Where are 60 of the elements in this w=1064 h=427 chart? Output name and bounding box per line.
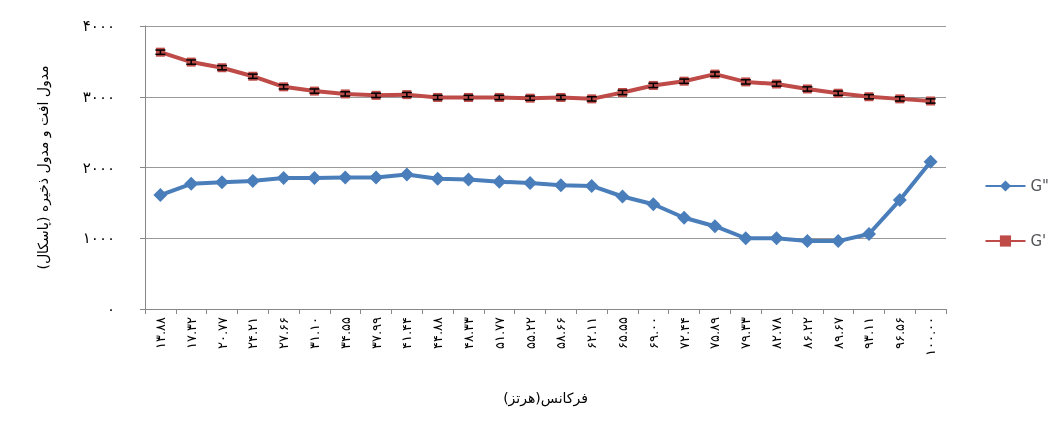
x-tick-label: ۶۲.۱۱ (584, 317, 600, 350)
x-tick-label: ۶۹.۰۰ (645, 317, 661, 350)
y-tick-label: ۲۰۰۰ (82, 158, 115, 177)
point (861, 227, 876, 242)
point (738, 231, 753, 246)
point (923, 154, 938, 169)
x-tick-label: ۷۵.۸۹ (707, 316, 723, 350)
point (492, 174, 507, 189)
x-tick-label: ۱۰۰.۰۰ (923, 317, 939, 357)
x-tick-label: ۸۹.۶۷ (830, 316, 846, 350)
x-tick-label: ۹۳.۱۱ (861, 317, 877, 350)
x-tick-label: ۵۸.۶۶ (553, 317, 569, 350)
point (399, 167, 414, 182)
point (677, 210, 692, 225)
x-tick-label: ۵۱.۷۷ (491, 316, 507, 350)
point (553, 178, 568, 193)
point (276, 171, 291, 186)
y-axis-title: مدول افت و مدول ذخیره (پاسکال) (35, 65, 52, 270)
x-tick-label: ۷۹.۳۳ (738, 316, 754, 350)
x-tick-label: ۲۰.۷۷ (214, 316, 230, 350)
x-tick-label: ۳۴.۵۵ (337, 316, 353, 350)
x-axis-title: فرکانس(هرتز) (503, 390, 588, 407)
point (369, 170, 384, 185)
x-tick-label: ۳۷.۹۹ (368, 316, 384, 350)
x-tick-label: ۵۵.۲۲ (522, 316, 538, 350)
legend-label: G" (1030, 177, 1050, 195)
x-tick-label: ۴۴.۸۸ (430, 316, 446, 350)
point (461, 172, 476, 187)
legend-label: G' (1030, 232, 1047, 250)
point (430, 171, 445, 186)
y-tick-label: ۰ (106, 300, 115, 318)
point (769, 231, 784, 246)
y-tick-label: ۱۰۰۰ (82, 229, 115, 248)
x-tick-label: ۲۴.۲۱ (245, 317, 261, 350)
point (523, 176, 538, 191)
point (153, 188, 168, 203)
point (307, 171, 322, 186)
point (646, 197, 661, 212)
x-tick-label: ۶۵.۵۵ (615, 316, 631, 350)
point (584, 178, 599, 193)
point (184, 176, 199, 191)
x-tick-label: ۹۶.۵۶ (892, 317, 908, 350)
y-tick-label: ۴۰۰۰ (82, 17, 115, 35)
x-tick-label: ۱۷.۳۲ (183, 316, 199, 350)
x-tick-label: ۴۸.۳۳ (460, 316, 476, 350)
x-tick-label: ۱۳.۸۸ (152, 316, 168, 350)
x-tick-label: ۷۲.۴۴ (676, 316, 692, 350)
x-tick-label: ۴۱.۴۴ (399, 316, 415, 350)
point (615, 189, 630, 204)
y-tick-label: ۳۰۰۰ (82, 87, 115, 106)
point (892, 193, 907, 208)
point (800, 234, 815, 249)
point (707, 219, 722, 234)
point (831, 234, 846, 249)
x-tick-label: ۲۷.۶۶ (276, 317, 292, 350)
x-tick-label: ۸۶.۲۲ (799, 316, 815, 350)
x-tick-label: ۸۲.۷۸ (769, 316, 785, 350)
point (245, 173, 260, 188)
point (338, 170, 353, 185)
x-tick-label: ۳۱.۱۰ (306, 317, 322, 350)
